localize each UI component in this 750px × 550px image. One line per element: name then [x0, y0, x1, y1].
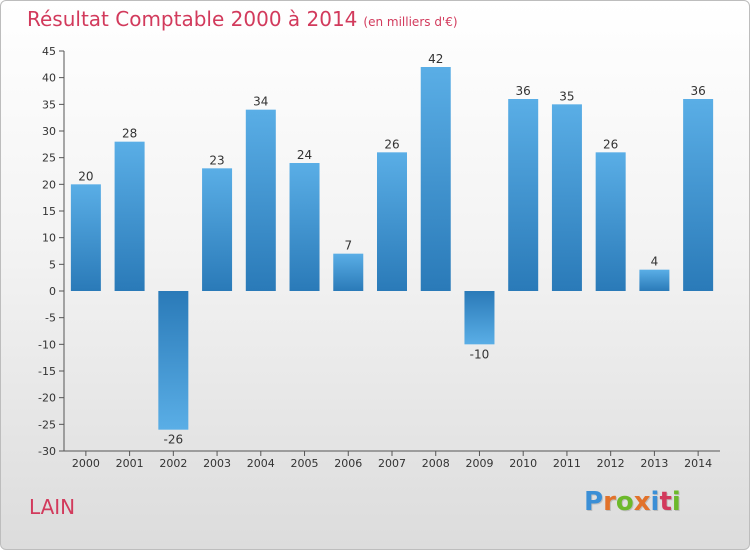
- x-tick-label: 2007: [378, 457, 406, 470]
- x-tick-label: 2006: [334, 457, 362, 470]
- y-tick-label: 40: [42, 72, 56, 85]
- logo-letter: i: [650, 487, 660, 517]
- bars-group: [70, 67, 714, 430]
- x-tick-label: 2001: [116, 457, 144, 470]
- chart-subtitle: (en milliers d'€): [363, 15, 458, 29]
- x-tick-label: 2003: [203, 457, 231, 470]
- logo-letter: P: [584, 487, 604, 517]
- data-label-2002: -26: [164, 433, 184, 447]
- data-label-2006: 7: [344, 239, 352, 253]
- y-tick-label: 20: [42, 178, 56, 191]
- proxiti-logo: Proxiti: [584, 487, 681, 517]
- x-tick-label: 2008: [422, 457, 450, 470]
- bar-2010: [508, 99, 539, 291]
- y-tick-label: 5: [49, 258, 56, 271]
- x-tick-label: 2009: [465, 457, 493, 470]
- title-text: Résultat Comptable 2000 à 2014: [27, 7, 358, 31]
- data-label-2009: -10: [470, 347, 490, 361]
- y-tick-label: -20: [38, 392, 56, 405]
- bar-2001: [114, 141, 145, 291]
- x-tick-label: 2005: [291, 457, 319, 470]
- bar-2003: [202, 168, 233, 291]
- x-tick-label: 2014: [684, 457, 712, 470]
- logo-letter: i: [671, 487, 681, 517]
- data-label-2005: 24: [297, 148, 312, 162]
- bar-2009: [464, 291, 495, 345]
- x-tick-label: 2010: [509, 457, 537, 470]
- data-label-2004: 34: [253, 95, 268, 109]
- logo-letter: t: [659, 487, 672, 517]
- y-tick-label: 35: [42, 98, 56, 111]
- chart-title: Résultat Comptable 2000 à 2014 (en millie…: [27, 7, 458, 31]
- bar-2000: [70, 184, 101, 291]
- x-tick-label: 2013: [640, 457, 668, 470]
- data-labels-group: 20 28 -26 23 34 24 7 26 42 -10 36 35 26 4 36: [78, 52, 706, 447]
- data-label-2000: 20: [78, 169, 93, 183]
- data-label-2003: 23: [209, 153, 224, 167]
- y-tick-label: 45: [42, 45, 56, 58]
- x-tick-label: 2000: [72, 457, 100, 470]
- x-tick-label: 2002: [159, 457, 187, 470]
- y-tick-label: 10: [42, 232, 56, 245]
- bar-2011: [551, 104, 582, 291]
- logo-letter: o: [615, 487, 634, 517]
- data-label-2011: 35: [559, 89, 574, 103]
- y-tick-label: -5: [45, 312, 56, 325]
- bar-2006: [333, 253, 364, 291]
- x-tick-label: 2004: [247, 457, 275, 470]
- data-label-2007: 26: [384, 137, 399, 151]
- bar-2005: [289, 163, 320, 291]
- y-tick-label: -25: [38, 418, 56, 431]
- bar-2013: [639, 269, 670, 291]
- data-label-2012: 26: [603, 137, 618, 151]
- y-tick-label: 25: [42, 152, 56, 165]
- y-tick-label: -10: [38, 338, 56, 351]
- bar-2004: [245, 109, 276, 292]
- y-tick-label: 30: [42, 125, 56, 138]
- chart-axes: 45 40 35 30 25 20 15 10 5 0 -5 -10 -15 -20 -25 -30 2000 2…: [38, 45, 720, 470]
- data-label-2001: 28: [122, 127, 137, 141]
- x-tick-label: 2012: [597, 457, 625, 470]
- bar-2007: [377, 152, 407, 291]
- y-tick-label: -15: [38, 365, 56, 378]
- logo-letter: x: [633, 487, 651, 517]
- bar-2008: [420, 67, 451, 291]
- data-label-2010: 36: [516, 84, 531, 98]
- bar-2014: [683, 99, 714, 291]
- data-label-2008: 42: [428, 52, 443, 66]
- y-tick-label: 0: [49, 285, 56, 298]
- y-tick-label: 15: [42, 205, 56, 218]
- logo-letter: r: [603, 487, 616, 517]
- commune-name: LAIN: [29, 495, 76, 519]
- data-label-2013: 4: [651, 255, 659, 269]
- data-label-2014: 36: [690, 84, 705, 98]
- bar-2002: [158, 291, 189, 430]
- x-tick-label: 2011: [553, 457, 581, 470]
- bar-2012: [595, 152, 626, 291]
- y-tick-label: -30: [38, 445, 56, 458]
